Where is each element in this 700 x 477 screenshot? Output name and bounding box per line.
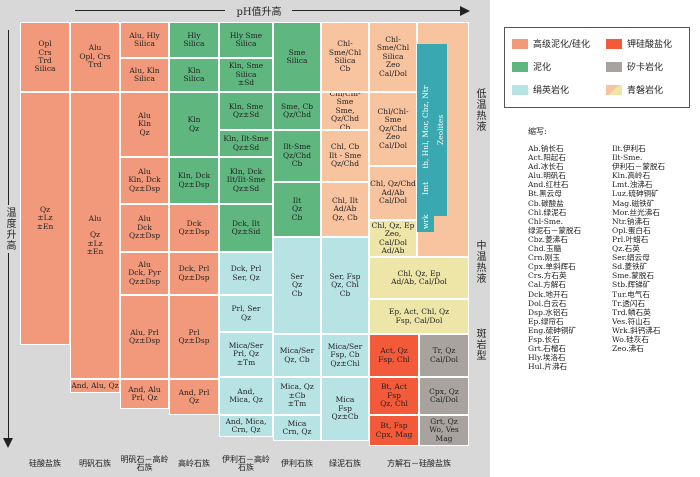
cell-illite-kaolinite: Hly Sme Silica (219, 22, 273, 58)
cell-potassic: Bt, Fsp Cpx, Mag (369, 415, 419, 446)
cell-kaolinite-group: Hly Silica (169, 22, 219, 58)
cell-illite-kaolinite: Prl, Ser Qz (219, 295, 273, 332)
zeolite-bar (434, 44, 447, 216)
cell-kaolinite-group: And, Prl Qz (169, 379, 219, 415)
cell-illite-kaolinite: Dck, Prl Ser, Qz (219, 252, 273, 295)
cell-illite-kaolinite: And, Mica, Qz (219, 377, 273, 415)
column-header: 高岭石族 (178, 459, 210, 468)
cell-skarn: Grt, Qz Wo, Ves Mag (419, 415, 469, 446)
temp-axis-arrow (3, 438, 13, 448)
ph-axis-line (292, 10, 462, 11)
legend-swatch (512, 61, 528, 72)
cell-alunite-kaolinite: Alu Dck Qz±Dsp (120, 204, 169, 252)
legend-item: 矽卡岩化 (606, 60, 663, 73)
cell-kaolinite-group: Kln, Dck Qz±Dsp (169, 157, 219, 204)
legend-swatch (512, 38, 528, 49)
cell-alunite-kaolinite: And, Alu Prl, Qz (120, 379, 169, 409)
temp-axis-label: 温度升高 (2, 205, 17, 253)
cell-chlorite-group: Ser, Fsp Qz, Chl Cb (321, 237, 369, 334)
cell-chlorite-group: Mica Fsp Qz±Cb (321, 377, 369, 441)
legend-item: 绢英岩化 (512, 83, 569, 96)
abbr-list-left: Ab.钠长石 Act.阳起石 Ad.冰长石 Alu.明矾石 And.红柱石 Bt… (528, 144, 582, 372)
cell-chlorite-group: Chl-Sme/Chl Silica Cb (321, 22, 369, 92)
column-header: 硅酸盐族 (29, 459, 61, 468)
cell-calcite-silicate: Chl-Sme/Chl Silica Zeo Cal/Dol (369, 22, 417, 92)
cell-calcite-silicate: Chl, Qz/Chd Ad/Ab Cal/Dol (369, 166, 417, 220)
cell-calcite-silicate: Chl, Qz, Ep Ad/Ab, Cal/Dol (369, 257, 469, 299)
cell-illite-group: Mica Crn, Qz (273, 415, 321, 441)
cell-alunite-group: And, Alu, Qz (70, 379, 120, 393)
legend-item: 钾硅酸盐化 (606, 37, 672, 50)
cell-illite-kaolinite: Mica/Ser Prl, Qz ±Tm (219, 332, 273, 377)
cell-kaolinite-group: Kln Silica (169, 58, 219, 92)
column-header: 明矾石－高岭石族 (120, 455, 169, 472)
cell-potassic: Bt, Act Fsp Qz, Chl (369, 377, 419, 415)
cell-alunite-group: Alu Opl, Crs Trd (70, 22, 120, 92)
column-header: 绿泥石族 (329, 459, 361, 468)
cell-illite-group: Sme, Cb Qz/Chd (273, 92, 321, 130)
cell-illite-group: Mica, Qz ±Cb ±Tm (273, 377, 321, 415)
mid-temp-label: 中温热液 (474, 240, 485, 284)
cell-kaolinite-group: Prl Qz±Dsp (169, 295, 219, 379)
cell-skarn: Cpx, Qz Cal/Dol (419, 377, 469, 415)
abbr-list-right: Ilt.伊利石 Ilt-Sme. 伊利石－蒙脱石 Kln.高岭石 Lmt.浊沸石… (612, 144, 666, 354)
laumontite-bar (417, 168, 434, 232)
cell-chlorite-group: Mica/Ser Fsp, Cb Qz±Chl (321, 334, 369, 377)
cell-illite-group: Ser Qz Cb (273, 237, 321, 334)
cell-alunite-kaolinite: Alu, Prl Qz±Dsp (120, 295, 169, 379)
cell-illite-kaolinite: Kln, Sme Silica ±Sd (219, 58, 273, 92)
laumontite-bar-label: Imt (421, 181, 430, 195)
cell-alunite-kaolinite: Alu, Kln Silica (120, 58, 169, 92)
cell-illite-kaolinite: Kln, Dck Ilt/Ilt-Sme Qz±Sd (219, 157, 273, 204)
ph-axis-label: pH值升高 (236, 7, 282, 18)
cell-alunite-kaolinite: Alu Kln Qz (120, 92, 169, 157)
cell-alunite-kaolinite: Alu Kln, Dck Qz±Dsp (120, 157, 169, 204)
wairakite-bar-label: wrk (421, 214, 430, 230)
cell-illite-kaolinite: Kln, Ilt-Sme Qz±Sd (219, 130, 273, 157)
cell-calcite-silicate: Chl, Qz, Ep Zeo, Cal/Dol Ad/Ab (369, 220, 417, 257)
cell-illite-group: Sme Silica (273, 22, 321, 92)
cell-illite-group: Ilt-Sme Qz/Chd Cb (273, 130, 321, 182)
legend-item: 泥化 (512, 60, 551, 73)
low-temp-label: 低温热液 (474, 88, 485, 132)
legend (504, 27, 690, 108)
cell-kaolinite-group: Dck, Prl Qz±Dsp (169, 252, 219, 295)
ph-axis-line (75, 10, 225, 11)
cell-illite-group: Mica/Ser Qz, Cb (273, 334, 321, 377)
cell-chlorite-group: Chl, Ilt Ad/Ab Qz, Cb (321, 182, 369, 237)
cell-chlorite-group: Chl, Cb Ilt - Sme Qz/Chd (321, 130, 369, 182)
cell-alunite-group: Alu Qz ±Lz ±En (70, 92, 120, 379)
cell-calcite-silicate: Ep, Act, Chl, Qz Fsp, Cal/Dol (369, 299, 469, 334)
abbr-title: 缩写: (528, 127, 547, 136)
cell-alunite-kaolinite: Alu Dck, Pyr Qz±Dsp (120, 252, 169, 295)
cell-kaolinite-group: Dck Qz±Dsp (169, 204, 219, 252)
cell-potassic: Act, Qz Fsp, Chl (369, 334, 419, 377)
column-header: 方解石－硅酸盐族 (387, 459, 451, 468)
cell-kaolinite-group: Kln Qz (169, 92, 219, 157)
cell-illite-kaolinite: Dck, Ilt Qz±Sid (219, 204, 273, 252)
column-header: 伊利石族 (281, 459, 313, 468)
cell-silica-group: Qz ±Lz ±En (20, 92, 70, 345)
cell-chlorite-group: Chl/Chl-Sme Sme, Qz/Chd Cb (321, 92, 369, 130)
cell-silica-group: Opl Crs Trd Silica (20, 22, 70, 92)
cell-alunite-kaolinite: Alu, Hly Silica (120, 22, 169, 58)
cell-calcite-silicate: Chl/Chl-Sme Qz/Chd Zeo Cal/Dol (369, 92, 417, 166)
zeolite-bar-label: Zeolites (436, 114, 445, 146)
legend-swatch (606, 61, 622, 72)
cell-illite-kaolinite: And, Mica, Crn, Qz (219, 415, 273, 437)
legend-item: 青磐岩化 (606, 83, 663, 96)
column-header: 明矾石族 (79, 459, 111, 468)
legend-swatch (606, 38, 622, 49)
cell-skarn: Tr, Qz Cal/Dol (419, 334, 469, 377)
legend-swatch (512, 84, 528, 95)
cell-illite-group: Ilt Qz Cb (273, 182, 321, 237)
legend-swatch (606, 84, 622, 95)
ph-axis-arrow (460, 6, 470, 16)
skarn-label: 斑岩型 (474, 328, 485, 361)
column-header: 伊利石－高岭石族 (222, 455, 270, 472)
legend-item: 高级泥化/硅化 (512, 37, 590, 50)
cell-illite-kaolinite: Kln, Sme Qz±Sd (219, 92, 273, 130)
